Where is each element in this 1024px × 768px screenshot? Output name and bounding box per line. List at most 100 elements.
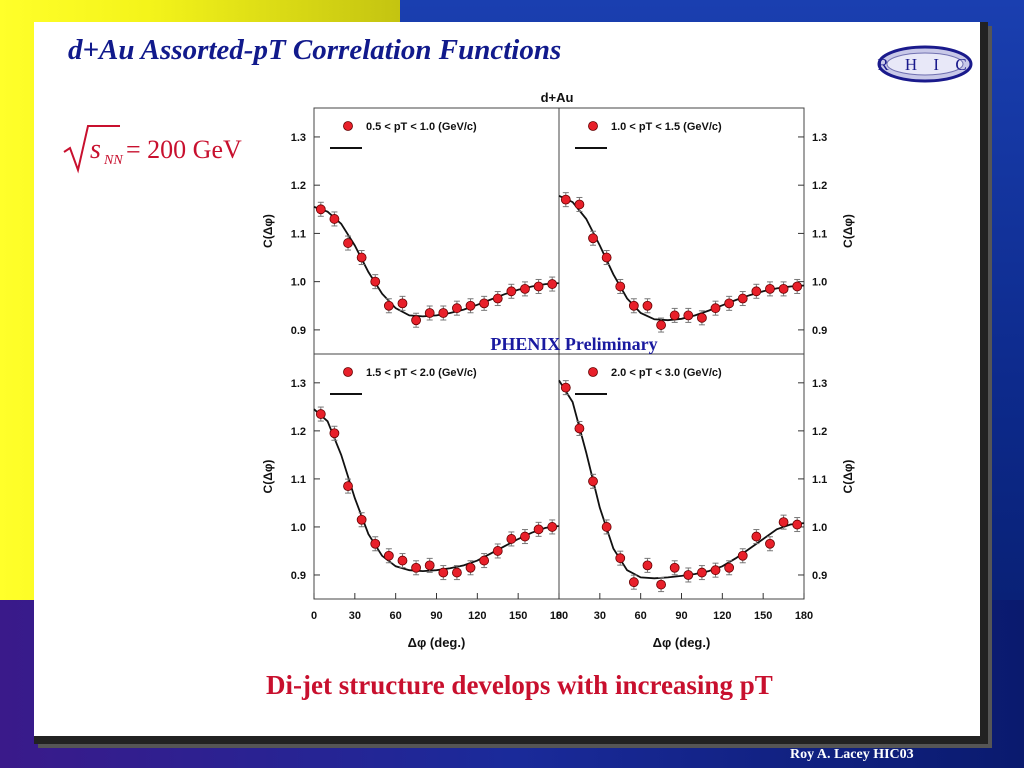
x-tick-label: 0	[311, 610, 317, 622]
data-point	[724, 562, 735, 573]
data-point	[724, 298, 735, 309]
y-tick-label: 1.3	[291, 132, 306, 144]
panel-frame	[558, 353, 805, 600]
x-tick-label: 60	[390, 610, 402, 622]
data-point	[574, 199, 585, 210]
data-point	[792, 281, 803, 292]
data-point	[343, 238, 353, 248]
data-point	[778, 283, 789, 294]
legend-label: 1.0 < pT < 1.5 (GeV/c)	[611, 121, 722, 133]
y-tick-label: 0.9	[812, 325, 827, 337]
data-point	[424, 308, 435, 318]
data-point	[520, 283, 530, 294]
legend-marker	[343, 367, 353, 377]
data-point	[383, 300, 394, 311]
data-point	[424, 560, 435, 571]
svg-text:R H I C: R H I C	[877, 55, 972, 74]
data-point	[370, 538, 381, 549]
x-tick-label: 150	[509, 610, 527, 622]
svg-text:s: s	[90, 134, 101, 165]
x-tick-label: 90	[675, 610, 687, 622]
fit-curve	[313, 206, 560, 318]
data-point	[615, 281, 626, 292]
data-point	[669, 562, 680, 573]
data-point	[506, 534, 517, 544]
fit-curve	[313, 408, 560, 573]
data-point	[656, 320, 666, 330]
y-axis-label: C(Δφ)	[841, 214, 855, 248]
data-point	[642, 300, 653, 311]
y-tick-label: 1.1	[291, 228, 306, 240]
slide-canvas	[34, 22, 988, 744]
legend-label: 0.5 < pT < 1.0 (GeV/c)	[366, 121, 477, 133]
y-tick-label: 1.3	[812, 132, 827, 144]
legend-marker	[343, 121, 353, 131]
svg-text:= 200 GeV: = 200 GeV	[126, 135, 242, 164]
data-point	[601, 522, 612, 532]
data-point	[560, 382, 571, 393]
y-tick-label: 1.3	[291, 378, 306, 390]
data-point	[465, 562, 476, 573]
data-point	[397, 555, 408, 566]
data-point	[697, 567, 707, 578]
x-axis-label: Δφ (deg.)	[653, 635, 711, 650]
data-point	[383, 550, 394, 561]
data-point	[315, 409, 326, 419]
data-point	[533, 281, 544, 292]
panel-frame	[313, 353, 560, 600]
correlation-chart: d+Au 0.9 1.0 1.1 1.2 1.3 C(Δφ) 0.5 < pT < 1.0 (…	[261, 90, 855, 650]
data-point	[343, 481, 353, 492]
data-point	[765, 283, 775, 294]
data-point	[778, 517, 789, 528]
fit-curve	[558, 194, 805, 322]
legend-label: 1.5 < pT < 2.0 (GeV/c)	[366, 367, 477, 379]
data-point	[329, 214, 340, 224]
x-tick-label: 150	[754, 610, 772, 622]
data-point	[547, 279, 558, 289]
data-point	[479, 298, 490, 309]
panel-frame	[313, 107, 560, 355]
data-point	[452, 567, 462, 578]
data-point	[710, 565, 721, 576]
data-point	[792, 519, 803, 530]
y-tick-label: 1.0	[291, 277, 306, 289]
data-point	[479, 555, 490, 566]
y-tick-label: 1.2	[812, 180, 827, 192]
data-point	[683, 570, 694, 580]
x-tick-label: 0	[556, 610, 562, 622]
x-tick-label: 180	[550, 610, 568, 622]
y-tick-label: 0.9	[291, 570, 306, 582]
data-point	[411, 315, 421, 326]
y-tick-label: 1.2	[291, 426, 306, 438]
x-tick-label: 120	[713, 610, 731, 622]
data-point	[356, 514, 367, 525]
data-point	[560, 194, 571, 205]
x-tick-label: 180	[795, 610, 813, 622]
data-point	[683, 310, 694, 321]
data-point	[438, 308, 449, 318]
legend-label: 2.0 < pT < 3.0 (GeV/c)	[611, 367, 722, 379]
x-tick-label: 60	[635, 610, 647, 622]
footer-credit: Roy A. Lacey HIC03	[790, 747, 914, 762]
slide-caption: Di-jet structure develops with increasin…	[266, 670, 773, 700]
chart-title: d+Au	[541, 90, 574, 105]
y-tick-label: 1.0	[812, 522, 827, 534]
data-point	[751, 286, 762, 297]
y-tick-label: 0.9	[291, 325, 306, 337]
data-point	[370, 276, 381, 287]
y-tick-label: 1.1	[291, 474, 306, 486]
data-point	[628, 577, 639, 588]
data-point	[588, 233, 598, 244]
data-point	[601, 252, 612, 263]
data-point	[452, 303, 462, 314]
data-point	[533, 524, 544, 535]
energy-equation: s NN = 200 GeV	[63, 125, 242, 174]
data-point	[397, 298, 408, 309]
y-tick-label: 1.0	[291, 522, 306, 534]
data-point	[710, 303, 721, 314]
x-tick-label: 120	[468, 610, 486, 622]
y-tick-label: 1.1	[812, 474, 827, 486]
phenix-preliminary-label: PHENIX Preliminary	[490, 334, 657, 354]
legend-marker	[588, 121, 598, 131]
y-tick-label: 0.9	[812, 570, 827, 582]
